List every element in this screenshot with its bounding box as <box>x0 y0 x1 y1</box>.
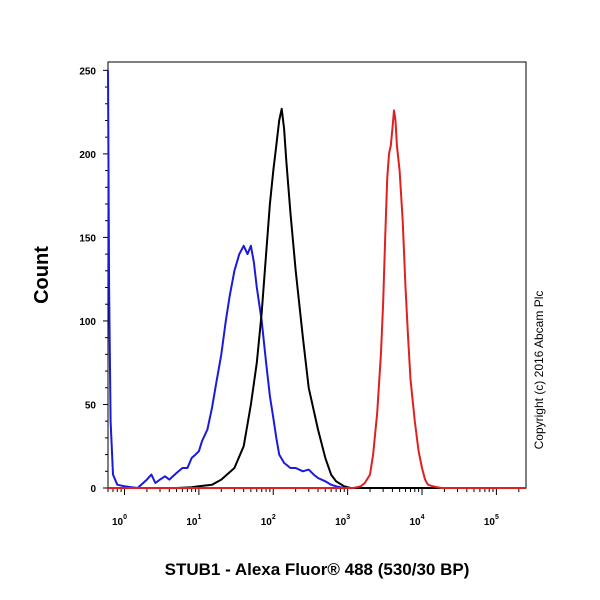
y-tick-label: 50 <box>85 400 97 411</box>
red-histogram-line <box>108 109 526 489</box>
y-tick-label: 250 <box>79 66 96 77</box>
x-tick-label: 105 <box>484 514 499 528</box>
x-axis: 100 101 102 103 104 105 <box>107 488 520 528</box>
x-axis-title: STUB1 - Alexa Fluor® 488 (530/30 BP) <box>165 560 470 579</box>
y-tick-label: 150 <box>79 233 96 244</box>
copyright-text: Copyright (c) 2016 Abcam Plc <box>532 291 546 450</box>
y-axis-title: Count <box>31 246 53 304</box>
y-tick-label: 0 <box>90 484 96 495</box>
x-tick-label: 104 <box>410 514 425 528</box>
black-histogram-line <box>108 107 526 489</box>
x-tick-label: 103 <box>335 514 350 528</box>
y-tick-label: 200 <box>79 150 96 161</box>
x-tick-label: 102 <box>261 514 276 528</box>
series-layer <box>107 70 526 489</box>
x-tick-label: 100 <box>112 514 127 528</box>
y-tick-label: 100 <box>79 317 96 328</box>
y-axis: 0 50 100 150 200 250 <box>79 66 108 495</box>
blue-histogram-line <box>107 70 526 489</box>
x-tick-label: 101 <box>186 514 201 528</box>
